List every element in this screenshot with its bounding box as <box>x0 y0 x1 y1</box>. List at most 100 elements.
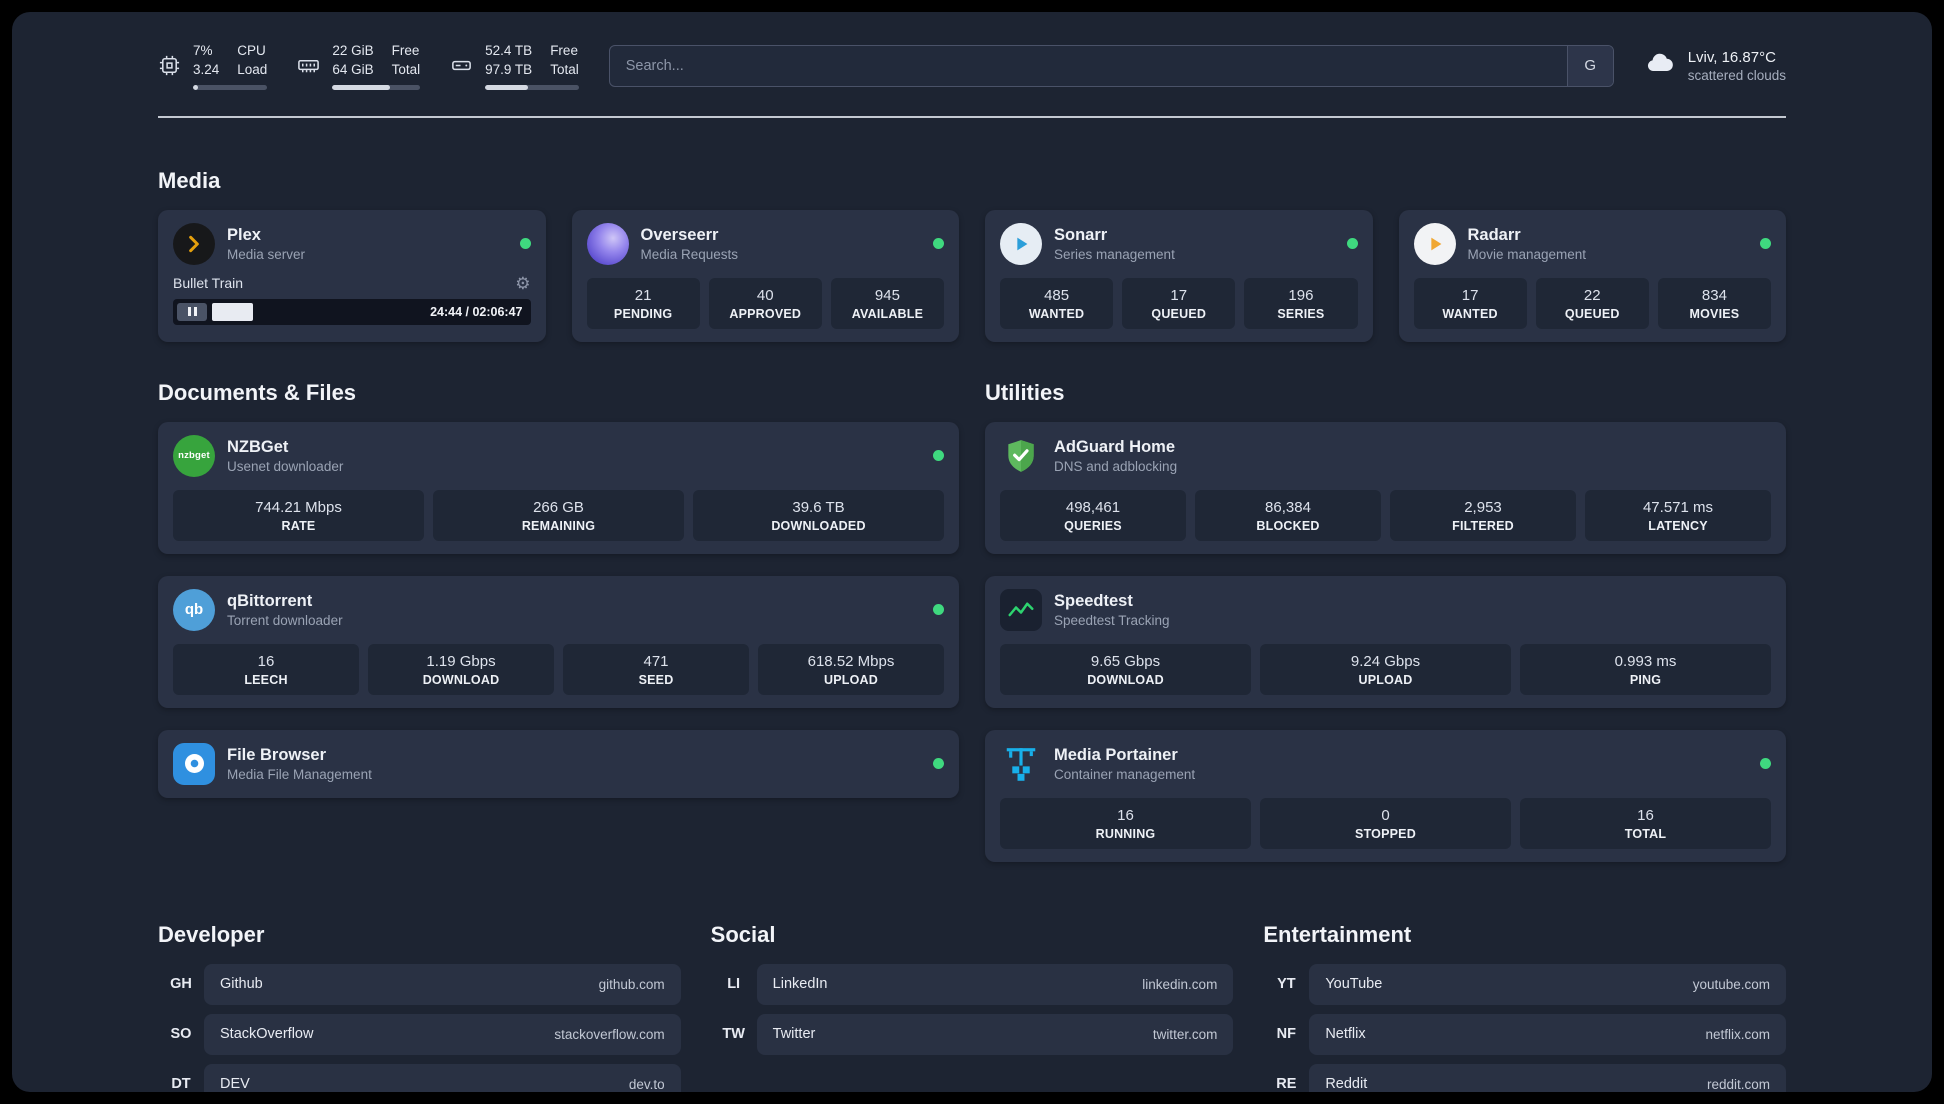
adguard-icon <box>1000 435 1042 477</box>
app-card-plex[interactable]: Plex Media server Bullet Train ⚙ <box>158 209 546 342</box>
cpu-icon <box>158 54 181 77</box>
bookmark-reddit[interactable]: RE Reddit reddit.com <box>1263 1063 1786 1092</box>
stat-tile: 16 TOTAL <box>1520 797 1771 849</box>
section-title-entertainment: Entertainment <box>1263 921 1412 947</box>
status-indicator <box>933 604 944 616</box>
overseerr-icon <box>586 222 629 265</box>
seek-track[interactable] <box>212 302 420 321</box>
stat-tile: 1.19 Gbps DOWNLOAD <box>368 643 554 695</box>
status-indicator <box>1760 238 1771 250</box>
bookmark-abbr: TW <box>722 1026 745 1043</box>
app-subtitle: Movie management <box>1467 246 1587 262</box>
disk-free-value: 52.4 TB <box>485 43 533 58</box>
gear-icon[interactable]: ⚙ <box>515 273 531 293</box>
app-card-qbittorrent[interactable]: qb qBittorrent Torrent downloader 16 LEE… <box>158 575 959 708</box>
bookmark-youtube[interactable]: YT YouTube youtube.com <box>1263 963 1786 1005</box>
app-subtitle: Media Requests <box>640 246 739 262</box>
disk-total-label: Total <box>550 61 579 77</box>
bookmark-abbr: SO <box>170 1026 192 1043</box>
stat-tile: 498,461 QUERIES <box>1000 489 1186 541</box>
section-title-utilities: Utilities <box>985 379 1065 405</box>
app-card-radarr[interactable]: Radarr Movie management 17 WANTED 22 QUE… <box>1398 209 1786 342</box>
memory-usage-bar <box>332 84 421 90</box>
section-utilities: Utilities AdGuard Home <box>985 380 1786 862</box>
app-subtitle: Series management <box>1054 246 1175 262</box>
memory-icon <box>297 54 320 77</box>
bookmark-url: dev.to <box>628 1076 665 1092</box>
stat-tile: 22 QUEUED <box>1535 277 1649 329</box>
media-progress-bar[interactable]: 24:44 / 02:06:47 <box>173 298 531 325</box>
bookmark-netflix[interactable]: NF Netflix netflix.com <box>1263 1013 1786 1055</box>
memory-free-label: Free <box>391 43 420 58</box>
app-subtitle: Container management <box>1054 766 1196 782</box>
plex-icon <box>173 222 215 265</box>
app-subtitle: DNS and adblocking <box>1054 458 1178 474</box>
bookmark-group-social: Social LI LinkedIn linkedin.com TW Twitt… <box>711 922 1234 1055</box>
now-playing-title: Bullet Train <box>173 275 244 292</box>
playback-time: 24:44 / 02:06:47 <box>430 304 523 319</box>
bookmark-name: StackOverflow <box>220 1026 314 1043</box>
app-subtitle: Media File Management <box>227 766 372 782</box>
app-card-portainer[interactable]: Media Portainer Container management 16 … <box>985 729 1786 862</box>
bookmark-dev[interactable]: DT DEV dev.to <box>158 1063 681 1092</box>
bookmark-name: YouTube <box>1325 976 1383 993</box>
memory-total-label: Total <box>391 61 421 77</box>
bookmark-group-developer: Developer GH Github github.com SO StackO… <box>158 922 681 1092</box>
weather-location: Lviv, 16.87°C <box>1687 48 1776 66</box>
stat-tile: 86,384 BLOCKED <box>1195 489 1381 541</box>
stat-tile: 9.65 Gbps DOWNLOAD <box>1000 643 1251 695</box>
section-title-media: Media <box>158 167 221 193</box>
bookmark-twitter[interactable]: TW Twitter twitter.com <box>711 1013 1234 1055</box>
search-input[interactable] <box>609 45 1567 86</box>
app-card-speedtest[interactable]: Speedtest Speedtest Tracking 9.65 Gbps D… <box>985 575 1786 708</box>
bookmark-github[interactable]: GH Github github.com <box>158 963 681 1005</box>
app-card-filebrowser[interactable]: File Browser Media File Management <box>158 729 959 798</box>
stat-tile: 16 LEECH <box>173 643 359 695</box>
section-title-documents: Documents & Files <box>158 379 357 405</box>
bookmark-stackoverflow[interactable]: SO StackOverflow stackoverflow.com <box>158 1013 681 1055</box>
bookmark-abbr: LI <box>727 976 741 993</box>
search-engine-button[interactable]: G <box>1566 45 1613 86</box>
memory-metric: 22 GiB 64 GiB Free Total <box>297 42 421 90</box>
app-name: Media Portainer <box>1054 745 1178 764</box>
app-card-sonarr[interactable]: Sonarr Series management 485 WANTED 17 Q… <box>985 209 1373 342</box>
memory-free-value: 22 GiB <box>332 43 374 58</box>
section-title-developer: Developer <box>158 921 265 947</box>
stat-tile: 16 RUNNING <box>1000 797 1251 849</box>
bookmark-name: Github <box>220 976 263 993</box>
stat-tile: 39.6 TB DOWNLOADED <box>693 489 944 541</box>
app-card-adguard[interactable]: AdGuard Home DNS and adblocking 498,461 … <box>985 421 1786 554</box>
dashboard: 7% 3.24 CPU Load <box>12 12 1932 1092</box>
weather-widget: Lviv, 16.87°C scattered clouds <box>1644 47 1786 84</box>
pause-icon[interactable] <box>177 302 207 321</box>
app-card-overseerr[interactable]: Overseerr Media Requests 21 PENDING 40 A… <box>571 209 959 342</box>
bookmark-url: netflix.com <box>1705 1026 1770 1042</box>
disk-metric: 52.4 TB 97.9 TB Free Total <box>450 42 579 90</box>
bookmark-name: DEV <box>220 1076 250 1092</box>
stat-tile: 266 GB REMAINING <box>433 489 684 541</box>
app-subtitle: Media server <box>227 246 306 262</box>
cloud-icon <box>1644 47 1676 84</box>
stat-tile: 2,953 FILTERED <box>1390 489 1576 541</box>
status-indicator <box>1760 758 1771 770</box>
stat-tile: 618.52 Mbps UPLOAD <box>758 643 944 695</box>
radarr-icon <box>1413 222 1456 265</box>
bookmark-abbr: DT <box>171 1076 191 1092</box>
bookmark-linkedin[interactable]: LI LinkedIn linkedin.com <box>711 963 1234 1005</box>
bookmark-url: youtube.com <box>1692 976 1770 992</box>
app-card-nzbget[interactable]: nzbget NZBGet Usenet downloader 744.21 M… <box>158 421 959 554</box>
app-name: Speedtest <box>1054 591 1133 610</box>
cpu-load-value: 3.24 <box>193 61 220 77</box>
cpu-usage-value: 7% <box>193 43 213 58</box>
bookmark-url: reddit.com <box>1706 1076 1770 1092</box>
bookmark-url: github.com <box>598 976 665 992</box>
stat-tile: 0 STOPPED <box>1260 797 1511 849</box>
bookmark-abbr: YT <box>1277 976 1296 993</box>
stat-tile: 485 WANTED <box>1000 277 1114 329</box>
disk-free-label: Free <box>550 43 578 58</box>
bookmark-name: LinkedIn <box>772 976 828 993</box>
stat-tile: 196 SERIES <box>1244 277 1358 329</box>
app-name: Sonarr <box>1054 225 1108 244</box>
stat-tile: 9.24 Gbps UPLOAD <box>1260 643 1511 695</box>
status-indicator <box>519 238 531 250</box>
